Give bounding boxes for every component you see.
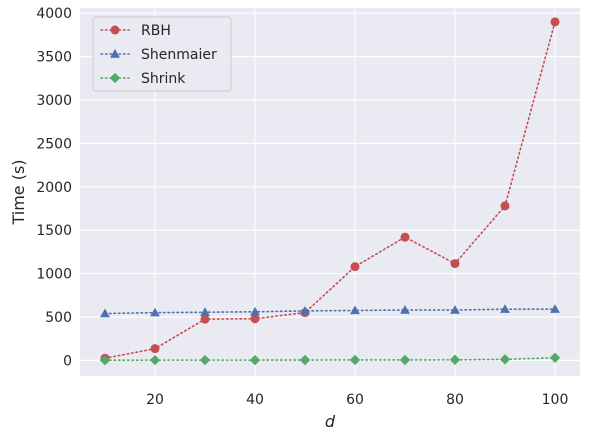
legend-marker-shenmaier bbox=[110, 49, 120, 58]
series-shenmaier bbox=[100, 304, 560, 318]
data-point-shrink bbox=[299, 354, 311, 366]
x-tick-label: 100 bbox=[542, 392, 569, 408]
data-point-shenmaier bbox=[250, 306, 260, 316]
y-tick-label: 4000 bbox=[36, 6, 72, 22]
data-point-shrink bbox=[249, 354, 261, 366]
legend-label-shenmaier: Shenmaier bbox=[141, 47, 217, 63]
legend: RBH Shenmaier Shrink bbox=[92, 16, 232, 92]
data-point-shenmaier bbox=[150, 307, 160, 317]
data-point-rbh bbox=[500, 201, 510, 211]
series-line-shenmaier bbox=[104, 308, 556, 315]
y-tick-label: 3000 bbox=[36, 93, 72, 109]
data-point-rbh bbox=[450, 259, 460, 269]
x-tick-labels: 20 40 60 80 100 bbox=[146, 392, 568, 408]
y-tick-label: 2000 bbox=[36, 180, 72, 196]
data-point-rbh bbox=[200, 314, 210, 324]
series-line-rbh bbox=[104, 21, 556, 360]
x-tick-label: 80 bbox=[446, 392, 464, 408]
data-point-shrink bbox=[199, 354, 211, 366]
y-tick-label: 3500 bbox=[36, 50, 72, 66]
legend-marker-rbh bbox=[110, 25, 120, 35]
y-tick-label: 2500 bbox=[36, 136, 72, 152]
data-point-rbh bbox=[550, 17, 560, 27]
data-point-shrink bbox=[499, 354, 511, 365]
data-point-shenmaier bbox=[400, 305, 410, 314]
x-tick-label: 60 bbox=[346, 392, 364, 408]
data-point-shenmaier bbox=[200, 307, 210, 316]
data-point-shenmaier bbox=[100, 308, 110, 318]
data-point-shenmaier bbox=[500, 304, 510, 313]
data-point-rbh bbox=[350, 262, 360, 272]
series-line-shrink bbox=[104, 356, 556, 362]
y-tick-label: 0 bbox=[63, 353, 72, 369]
data-point-rbh bbox=[400, 232, 410, 242]
data-point-shenmaier bbox=[450, 305, 460, 314]
series-shrink bbox=[99, 352, 561, 366]
legend-entry-rbh: RBH bbox=[100, 23, 171, 39]
data-point-shrink bbox=[349, 354, 361, 366]
series-layer bbox=[99, 17, 561, 366]
data-point-shenmaier bbox=[300, 305, 310, 315]
data-point-shenmaier bbox=[550, 304, 560, 313]
legend-label-rbh: RBH bbox=[141, 23, 171, 39]
legend-entry-shenmaier: Shenmaier bbox=[100, 47, 217, 63]
legend-entry-shrink: Shrink bbox=[100, 71, 186, 87]
legend-marker-shrink bbox=[109, 72, 121, 84]
data-point-shrink bbox=[399, 354, 411, 366]
y-tick-label: 1000 bbox=[36, 267, 72, 283]
x-tick-label: 40 bbox=[246, 392, 264, 408]
data-point-rbh bbox=[250, 314, 260, 324]
data-point-shrink bbox=[149, 354, 161, 366]
legend-label-shrink: Shrink bbox=[141, 71, 186, 87]
legend-box bbox=[92, 16, 232, 92]
data-point-rbh bbox=[150, 344, 160, 354]
data-point-shenmaier bbox=[350, 305, 360, 315]
y-axis-label: Time (s) bbox=[9, 159, 28, 225]
data-point-shrink bbox=[449, 354, 461, 366]
y-tick-labels: 0 500 1000 1500 2000 2500 3000 3500 4000 bbox=[36, 6, 72, 369]
data-point-shrink bbox=[549, 352, 561, 363]
y-tick-label: 500 bbox=[45, 310, 72, 326]
x-axis-label: d bbox=[325, 412, 336, 431]
x-tick-label: 20 bbox=[146, 392, 164, 408]
y-tick-label: 1500 bbox=[36, 223, 72, 239]
data-point-shrink bbox=[99, 355, 111, 366]
